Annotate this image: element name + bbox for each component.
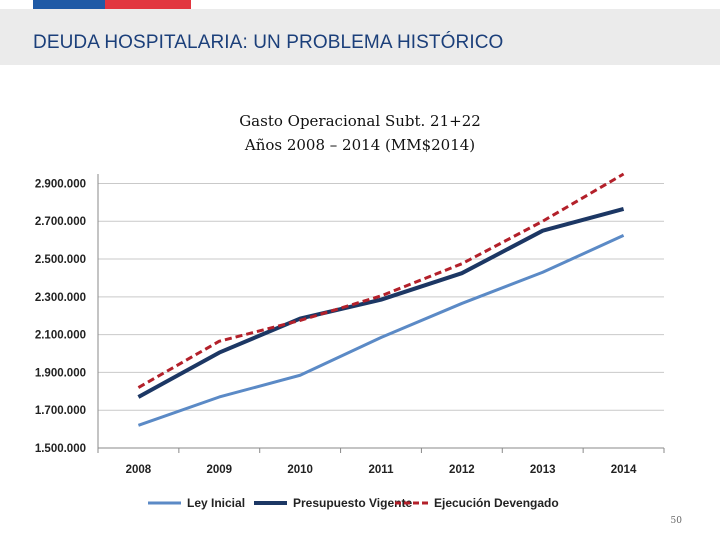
chart-subtitle: Años 2008 – 2014 (MM$2014) (244, 136, 476, 154)
y-tick-label: 2.500.000 (35, 254, 86, 266)
x-tick-label: 2010 (287, 464, 313, 476)
x-tick-label: 2009 (206, 464, 232, 476)
y-tick-label: 2.100.000 (35, 330, 86, 342)
flag-stripe-blue (33, 0, 105, 9)
x-tick-label: 2008 (126, 464, 152, 476)
x-tick-label: 2014 (611, 464, 637, 476)
y-tick-label: 1.500.000 (35, 443, 86, 455)
y-tick-label: 2.700.000 (35, 216, 86, 228)
legend-label-3: Ejecución Devengado (434, 496, 559, 510)
x-tick-label: 2011 (369, 464, 395, 476)
header-band (0, 9, 720, 65)
series-line-2 (137, 207, 625, 399)
y-tick-label: 2.900.000 (35, 178, 86, 190)
y-tick-label: 1.900.000 (35, 367, 86, 379)
y-tick-label: 2.300.000 (35, 292, 86, 304)
series-line-1 (137, 234, 625, 427)
legend-label-2: Presupuesto Vigente (293, 496, 412, 510)
page-title: DEUDA HOSPITALARIA: UN PROBLEMA HISTÓRIC… (33, 32, 504, 53)
flag-stripe-red (105, 0, 191, 9)
x-tick-label: 2013 (530, 464, 556, 476)
x-tick-label: 2012 (449, 464, 475, 476)
slide-number: 50 (670, 516, 682, 526)
y-tick-label: 1.700.000 (35, 405, 86, 417)
legend-label-1: Ley Inicial (187, 496, 245, 510)
chart-title: Gasto Operacional Subt. 21+22 (239, 112, 481, 130)
